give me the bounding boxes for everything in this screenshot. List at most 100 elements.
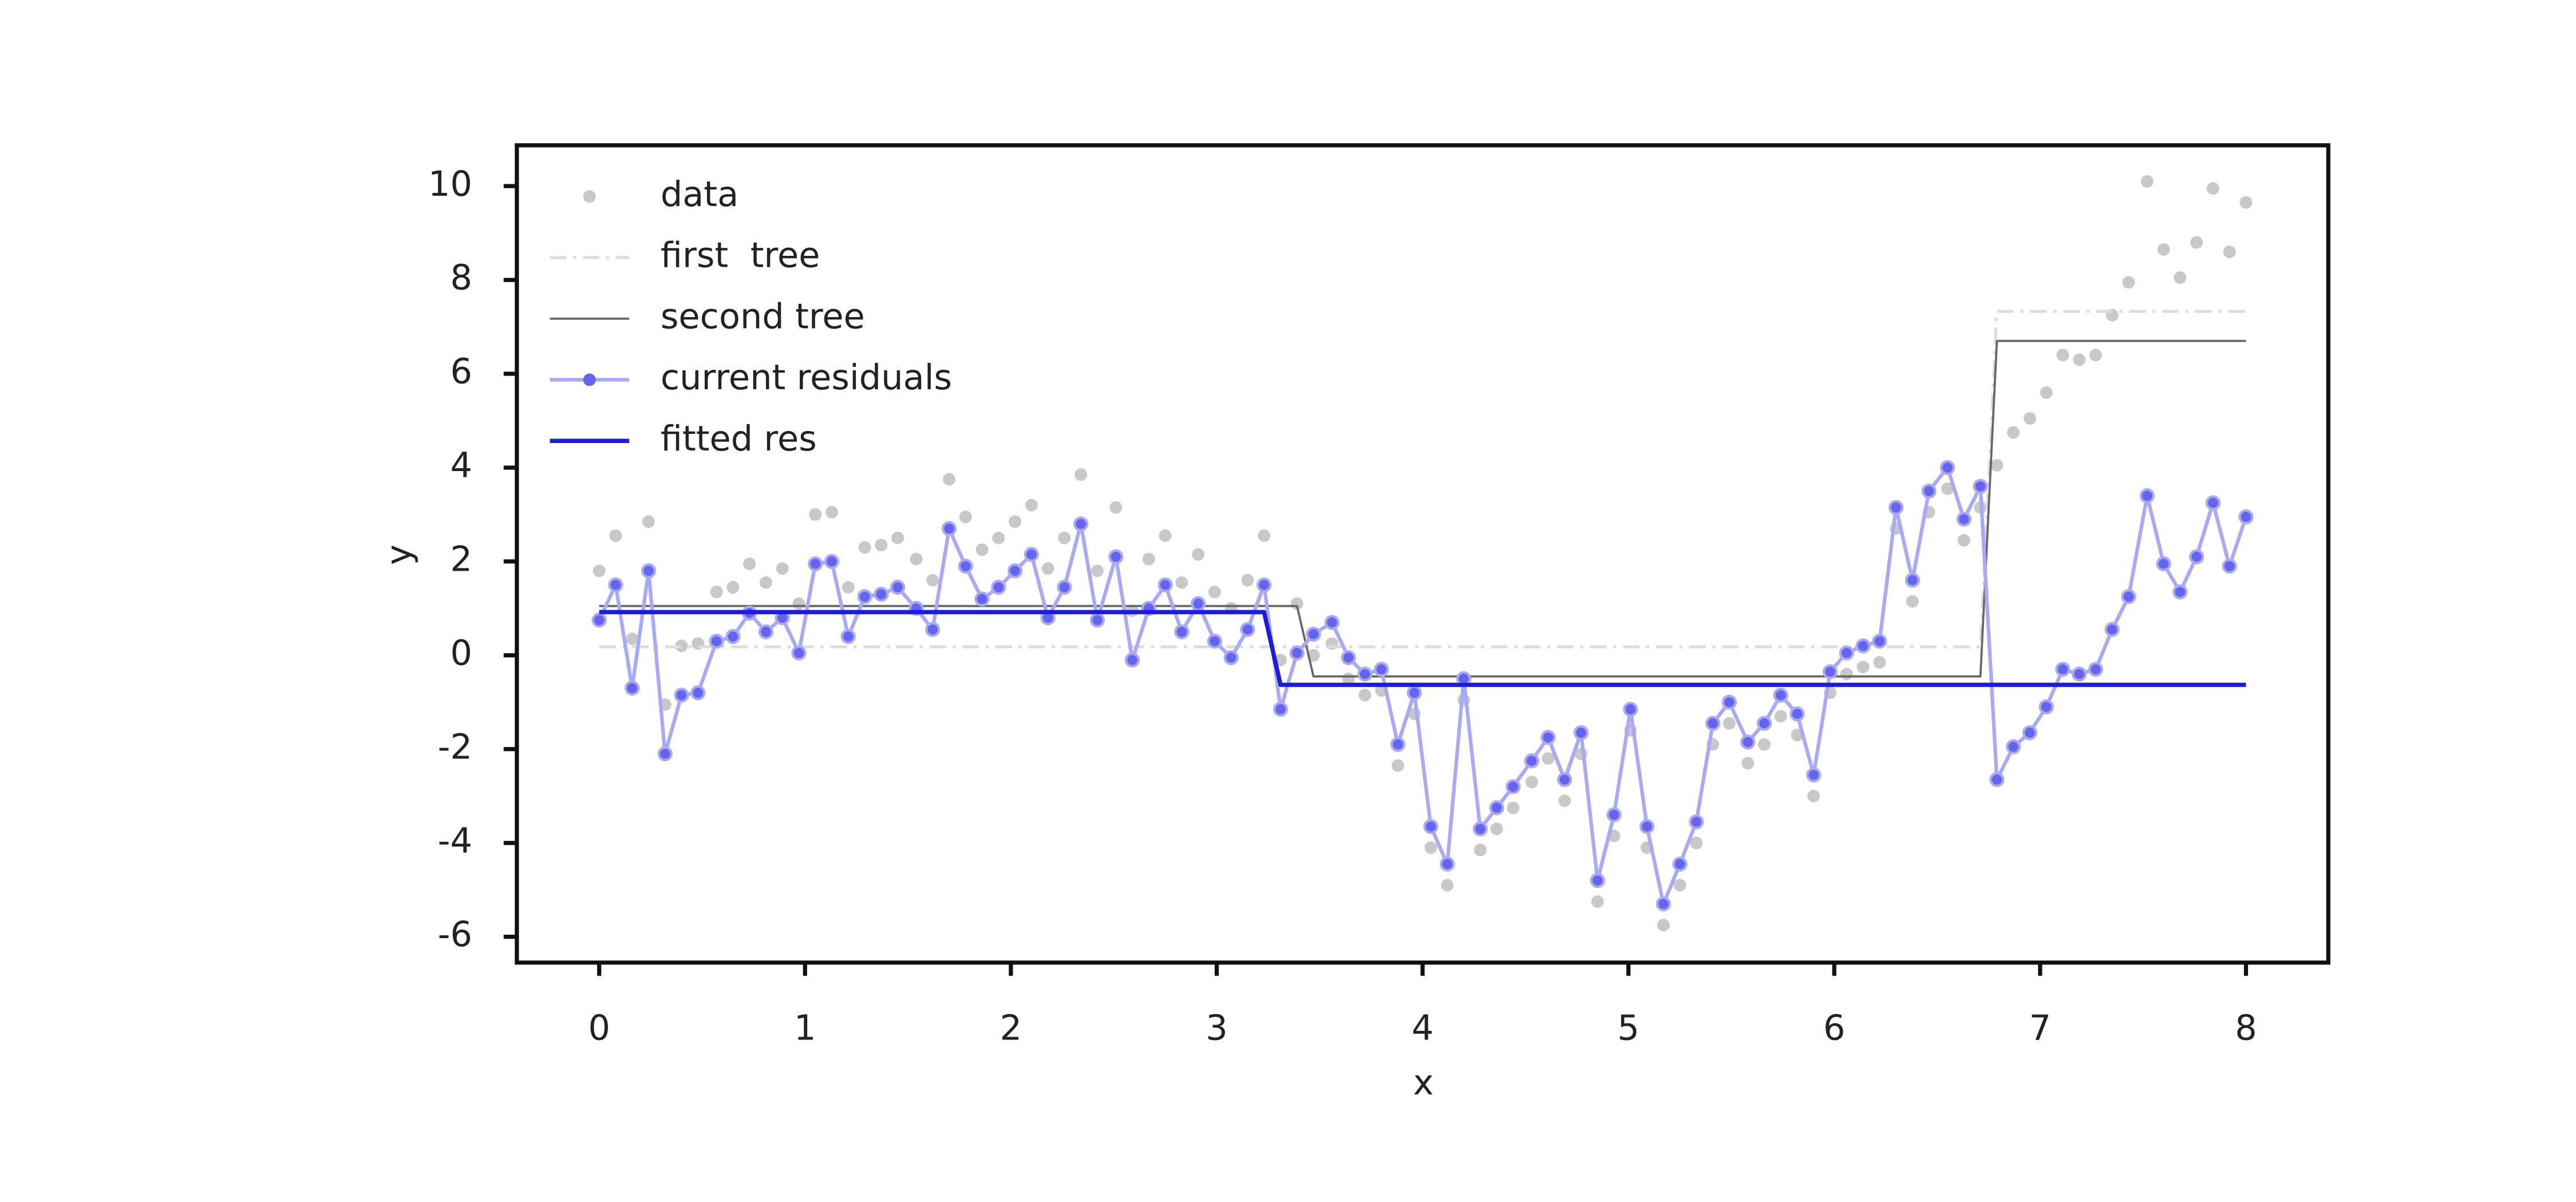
point (1774, 710, 1787, 723)
point (1007, 563, 1023, 579)
series-line (599, 339, 2246, 678)
series-line (599, 610, 2246, 687)
legend-marker (583, 373, 596, 386)
point (1540, 730, 1556, 745)
point (1406, 685, 1422, 701)
y-tick-label: -6 (438, 915, 472, 955)
legend-label: second tree (661, 296, 865, 337)
point (1240, 622, 1255, 637)
point (2038, 699, 2054, 715)
point (608, 577, 623, 593)
point (841, 581, 855, 594)
point (825, 505, 839, 519)
point (1058, 531, 1071, 544)
x-tick-label: 4 (1412, 1009, 1434, 1049)
point (592, 564, 606, 578)
point (1906, 595, 1919, 608)
point (2222, 558, 2237, 574)
point (858, 541, 871, 554)
x-tick-label: 7 (2029, 1009, 2052, 1049)
point (943, 473, 955, 486)
point (925, 622, 941, 637)
point (1956, 512, 1971, 527)
point (2055, 662, 2071, 677)
point (1089, 612, 1105, 628)
x-tick-label: 2 (1000, 1009, 1022, 1049)
point (958, 558, 973, 574)
point (1258, 529, 1271, 542)
point (975, 543, 989, 556)
point (776, 562, 789, 575)
y-tick-label: 8 (450, 258, 472, 298)
point (1789, 706, 1805, 722)
x-tick-label: 6 (1823, 1009, 1846, 1049)
point (1207, 634, 1223, 649)
point (1091, 564, 1104, 578)
series-line (599, 310, 2246, 649)
point (2139, 488, 2155, 504)
point (1041, 562, 1054, 575)
point (2190, 236, 2203, 249)
point (792, 597, 805, 610)
y-tick-label: 0 (450, 633, 472, 673)
point (2040, 386, 2053, 399)
point (1157, 577, 1173, 593)
point (1223, 650, 1239, 666)
point (1623, 701, 1638, 717)
y-tick-label: -2 (438, 727, 472, 767)
x-tick-label: 1 (794, 1009, 816, 1049)
point (1939, 460, 1955, 476)
point (890, 579, 906, 595)
point (2239, 196, 2253, 209)
y-tick-label: 2 (450, 539, 472, 579)
point (1806, 767, 1822, 782)
point (1656, 896, 1671, 912)
point (2089, 349, 2102, 362)
point (1856, 661, 1870, 674)
point (1108, 549, 1124, 564)
point (1009, 515, 1022, 528)
point (910, 552, 923, 566)
point (2140, 175, 2154, 188)
point (1840, 667, 1853, 681)
point (1441, 879, 1454, 892)
x-tick-label: 5 (1617, 1009, 1639, 1049)
point (2172, 584, 2188, 600)
point (1423, 819, 1439, 835)
point (1306, 626, 1321, 642)
point (974, 591, 990, 607)
point (791, 645, 807, 661)
point (875, 539, 888, 552)
y-tick-label: -4 (438, 821, 472, 861)
point (1391, 759, 1404, 772)
point (1440, 856, 1455, 872)
point (1973, 479, 1988, 494)
point (1558, 794, 1571, 807)
point (1257, 577, 1272, 593)
point (1057, 579, 1072, 595)
point (725, 628, 741, 645)
point (1822, 664, 1838, 679)
point (2174, 271, 2187, 284)
point (1473, 844, 1487, 856)
legend-marker (583, 190, 596, 203)
point (1756, 715, 1772, 731)
point (641, 563, 657, 579)
point (1506, 779, 1521, 794)
point (1905, 572, 1921, 588)
point (609, 529, 622, 542)
point (1024, 547, 1039, 562)
point (2122, 276, 2135, 289)
point (710, 586, 723, 599)
point (626, 632, 639, 646)
point (941, 521, 957, 536)
point (2072, 666, 2087, 682)
point (1673, 879, 1686, 892)
point (1191, 596, 1206, 611)
point (760, 576, 772, 589)
x-tick-label: 0 (588, 1009, 610, 1049)
point (992, 531, 1005, 544)
point (2205, 495, 2221, 511)
point (1573, 725, 1589, 741)
